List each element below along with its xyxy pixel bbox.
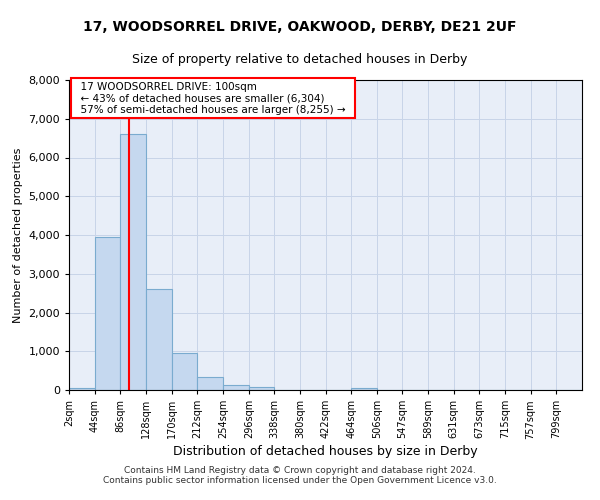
- Text: Size of property relative to detached houses in Derby: Size of property relative to detached ho…: [133, 52, 467, 66]
- Text: 17, WOODSORREL DRIVE, OAKWOOD, DERBY, DE21 2UF: 17, WOODSORREL DRIVE, OAKWOOD, DERBY, DE…: [83, 20, 517, 34]
- Bar: [69, 388, 95, 390]
- Bar: [95, 237, 121, 390]
- Bar: [172, 353, 197, 390]
- Bar: [146, 289, 172, 390]
- Bar: [223, 385, 249, 390]
- Text: Contains HM Land Registry data © Crown copyright and database right 2024.
Contai: Contains HM Land Registry data © Crown c…: [103, 466, 497, 485]
- Y-axis label: Number of detached properties: Number of detached properties: [13, 148, 23, 322]
- Text: 17 WOODSORREL DRIVE: 100sqm  
  ← 43% of detached houses are smaller (6,304)  
 : 17 WOODSORREL DRIVE: 100sqm ← 43% of det…: [74, 82, 352, 115]
- X-axis label: Distribution of detached houses by size in Derby: Distribution of detached houses by size …: [173, 446, 478, 458]
- Bar: [249, 387, 274, 390]
- Bar: [352, 388, 377, 390]
- Bar: [121, 134, 146, 390]
- Bar: [197, 377, 223, 390]
